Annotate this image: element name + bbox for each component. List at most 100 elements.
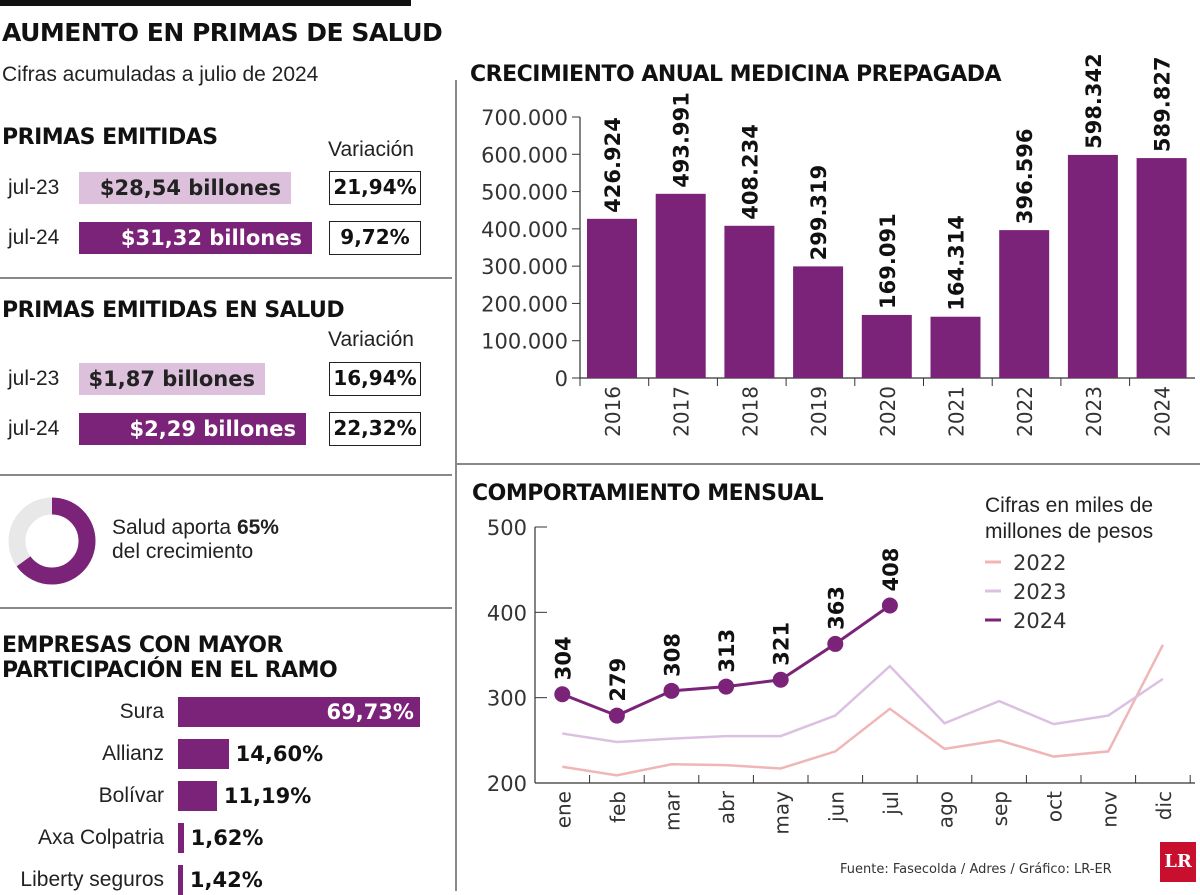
x-tick-label: feb — [606, 791, 630, 823]
donut-percent: 65% — [236, 516, 279, 539]
divider — [0, 277, 452, 279]
value-bar: $2,29 billones — [79, 413, 306, 445]
legend-label: 2024 — [1013, 609, 1066, 633]
bar — [1136, 158, 1187, 378]
bar-chart-title: CRECIMIENTO ANUAL MEDICINA PREPAGADA — [470, 62, 1002, 87]
primas-heading: PRIMAS EMITIDAS — [2, 125, 218, 150]
company-value: 1,42% — [189, 868, 263, 892]
company-bar — [178, 823, 184, 853]
data-label: 363 — [824, 586, 848, 630]
x-tick-label: may — [770, 791, 794, 835]
x-tick-label: 2019 — [807, 386, 831, 437]
bar-value-label: 169.091 — [876, 213, 900, 309]
line-chart-title: COMPORTAMIENTO MENSUAL — [472, 481, 824, 506]
x-tick-label: 2020 — [876, 386, 900, 437]
company-name: Allianz — [102, 742, 164, 765]
y-tick-label: 500 — [487, 516, 527, 540]
series-line-2022 — [562, 644, 1165, 777]
data-label: 279 — [606, 658, 630, 702]
y-tick-label: 500.000 — [481, 181, 568, 205]
bar-value-label: 493.991 — [670, 92, 694, 188]
period-label: jul-23 — [8, 176, 60, 199]
x-tick-label: dic — [1152, 791, 1176, 820]
value-bar: $28,54 billones — [79, 172, 291, 204]
divider — [0, 607, 452, 609]
bar — [724, 225, 775, 378]
company-value: 14,60% — [235, 742, 324, 766]
period-label: jul-24 — [8, 417, 60, 440]
bar — [587, 218, 637, 378]
variation-label: Variación — [328, 328, 414, 351]
data-point — [554, 686, 571, 703]
data-point — [608, 707, 625, 724]
company-bar — [178, 697, 420, 727]
variation-box: 16,94% — [329, 362, 421, 396]
column-divider — [455, 80, 457, 891]
top-rule — [0, 0, 411, 6]
x-tick-label: nov — [1097, 791, 1121, 828]
data-label: 408 — [879, 548, 903, 592]
donut-chart — [8, 497, 96, 585]
note-line: Cifras en miles de — [985, 494, 1154, 517]
x-tick-label: ene — [551, 791, 575, 828]
company-value: 1,62% — [190, 826, 264, 850]
x-tick-label: jun — [824, 791, 848, 823]
y-tick-label: 600.000 — [481, 143, 568, 167]
bar — [861, 314, 912, 378]
bar-value-label: 164.314 — [945, 215, 969, 311]
bar-value-label: 589.827 — [1151, 56, 1175, 152]
x-tick-label: 2021 — [945, 386, 969, 437]
company-bar — [178, 781, 217, 811]
data-point — [718, 678, 735, 695]
x-tick-label: 2022 — [1013, 386, 1037, 437]
x-tick-label: 2017 — [670, 386, 694, 437]
data-point — [881, 597, 898, 614]
period-label: jul-24 — [8, 226, 60, 249]
subtitle: Cifras acumuladas a julio de 2024 — [2, 63, 319, 86]
x-tick-label: 2024 — [1151, 386, 1175, 437]
y-tick-label: 700.000 — [481, 106, 568, 130]
data-point — [827, 635, 844, 652]
note-line: millones de pesos — [985, 520, 1154, 543]
y-tick-label: 200 — [487, 772, 527, 796]
variation-box: 9,72% — [329, 221, 421, 255]
series-line-2023 — [562, 664, 1164, 744]
heading-line: EMPRESAS CON MAYOR — [2, 633, 283, 658]
y-tick-label: 100.000 — [481, 330, 568, 354]
period-label: jul-23 — [8, 367, 60, 390]
bar — [930, 316, 981, 378]
bar-value-label: 426.924 — [601, 117, 625, 213]
data-label: 304 — [551, 636, 575, 680]
y-tick-label: 300.000 — [481, 255, 568, 279]
x-tick-label: ago — [934, 791, 958, 828]
y-tick-label: 0 — [555, 367, 568, 391]
y-tick-label: 300 — [487, 687, 527, 711]
y-tick-label: 400 — [487, 601, 527, 625]
divider — [455, 463, 1200, 465]
y-tick-label: 400.000 — [481, 218, 568, 242]
variation-box: 22,32% — [329, 412, 421, 446]
legend-label: 2023 — [1013, 580, 1066, 604]
bar — [1067, 154, 1118, 378]
company-value: 11,19% — [223, 784, 312, 808]
source: Fuente: Fasecolda / Adres / Gráfico: LR-… — [840, 862, 1112, 877]
value-bar: $31,32 billones — [79, 222, 312, 254]
legend-label: 2022 — [1013, 551, 1066, 575]
donut-text: del crecimiento — [112, 540, 254, 563]
value-bar: $1,87 billones — [79, 363, 265, 395]
company-name: Liberty seguros — [20, 868, 164, 891]
bar-value-label: 408.234 — [738, 124, 762, 220]
salud-heading: PRIMAS EMITIDAS EN SALUD — [2, 298, 345, 323]
divider — [0, 474, 452, 476]
company-name: Axa Colpatria — [37, 826, 164, 849]
bar — [793, 266, 844, 378]
bar-value-label: 396.596 — [1013, 128, 1037, 224]
x-tick-label: 2023 — [1082, 386, 1106, 437]
data-label: 313 — [715, 629, 739, 673]
donut-arc — [8, 497, 96, 585]
data-label: 308 — [661, 633, 685, 677]
heading-line: PARTICIPACIÓN EN EL RAMO — [2, 658, 338, 683]
donut-text: Salud aporta — [112, 516, 237, 539]
x-tick-label: abr — [715, 790, 739, 824]
